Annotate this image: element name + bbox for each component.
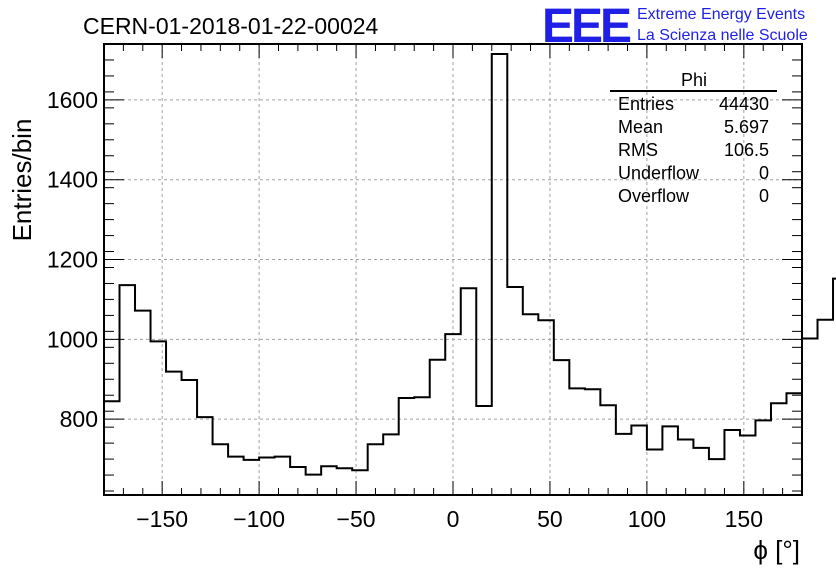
logo-line-1: Extreme Energy Events xyxy=(637,6,805,23)
eee-logo: EEE Extreme Energy Events La Scienza nel… xyxy=(542,0,808,53)
x-tick-label: 150 xyxy=(725,506,763,532)
axis-ticks xyxy=(103,43,803,495)
logo-line-2: La Scienza nelle Scuole xyxy=(637,27,808,44)
x-tick-label: 100 xyxy=(628,506,666,532)
x-axis-label: ϕ [°] xyxy=(753,535,800,565)
y-tick-label: 1400 xyxy=(47,167,98,193)
tick-labels: −150 −100 −50 0 50 100 150 800 1000 1200 1400 1600 xyxy=(47,87,763,532)
x-tick-label: 50 xyxy=(537,506,563,532)
stats-value-overflow: 0 xyxy=(759,186,769,206)
x-tick-label: −100 xyxy=(233,506,285,532)
y-tick-label: 1600 xyxy=(47,87,98,113)
stats-box: Phi Entries 44430 Mean 5.697 RMS 106.5 U… xyxy=(610,70,777,206)
stats-title: Phi xyxy=(681,70,707,90)
logo-mark: EEE xyxy=(542,0,631,53)
grid-lines xyxy=(104,44,802,495)
stats-label-rms: RMS xyxy=(618,140,658,160)
chart-title: CERN-01-2018-01-22-00024 xyxy=(83,13,379,39)
y-tick-label: 1200 xyxy=(47,247,98,273)
stats-value-underflow: 0 xyxy=(759,163,769,183)
stats-label-overflow: Overflow xyxy=(618,186,690,206)
stats-label-underflow: Underflow xyxy=(618,163,700,183)
y-tick-label: 800 xyxy=(60,406,98,432)
stats-value-entries: 44430 xyxy=(719,94,769,114)
stats-value-rms: 106.5 xyxy=(724,140,769,160)
x-tick-label: −50 xyxy=(337,506,376,532)
x-tick-label: 0 xyxy=(447,506,460,532)
stats-value-mean: 5.697 xyxy=(724,117,769,137)
histogram-series-phi xyxy=(104,52,836,476)
stats-label-entries: Entries xyxy=(618,94,674,114)
y-axis-label: Entries/bin xyxy=(7,119,37,242)
stats-label-mean: Mean xyxy=(618,117,663,137)
x-tick-label: −150 xyxy=(136,506,188,532)
y-tick-label: 1000 xyxy=(47,326,98,352)
